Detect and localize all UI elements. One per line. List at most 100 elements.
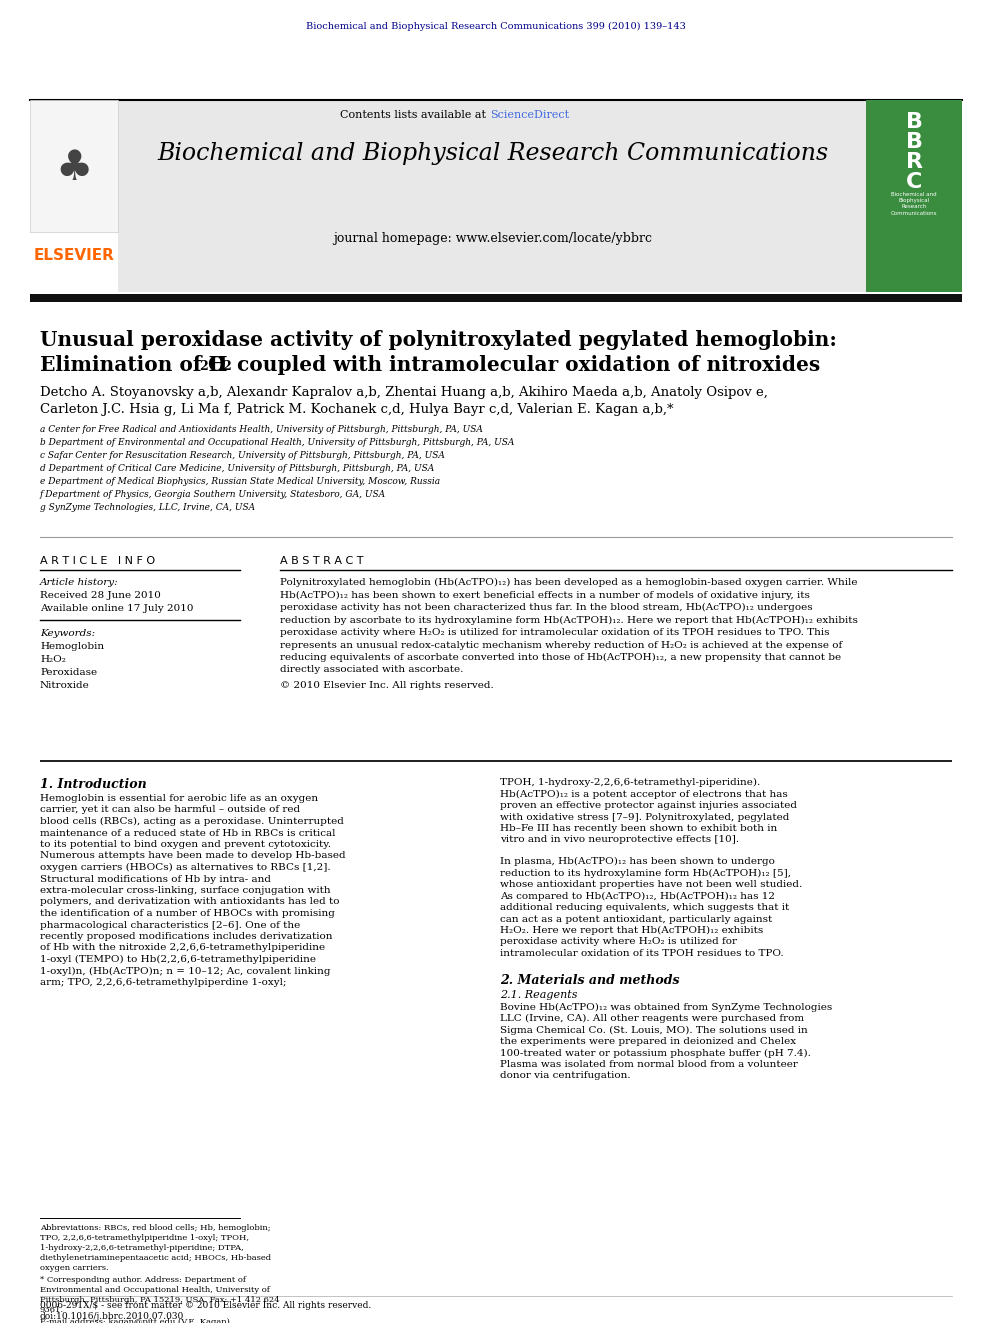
Text: reducing equivalents of ascorbate converted into those of Hb(AcTPOH)₁₂, a new pr: reducing equivalents of ascorbate conver… — [280, 654, 841, 662]
Text: A R T I C L E   I N F O: A R T I C L E I N F O — [40, 556, 155, 566]
Text: H₂O₂: H₂O₂ — [40, 655, 65, 664]
Text: d Department of Critical Care Medicine, University of Pittsburgh, Pittsburgh, PA: d Department of Critical Care Medicine, … — [40, 464, 434, 474]
Text: peroxidase activity has not been characterized thus far. In the blood stream, Hb: peroxidase activity has not been charact… — [280, 603, 812, 613]
Text: doi:10.1016/j.bbrc.2010.07.030: doi:10.1016/j.bbrc.2010.07.030 — [40, 1312, 185, 1320]
Text: maintenance of a reduced state of Hb in RBCs is critical: maintenance of a reduced state of Hb in … — [40, 828, 335, 837]
Text: 2: 2 — [222, 360, 231, 373]
Text: e Department of Medical Biophysics, Russian State Medical University, Moscow, Ru: e Department of Medical Biophysics, Russ… — [40, 478, 440, 486]
Text: Elimination of H: Elimination of H — [40, 355, 227, 374]
Text: ♣: ♣ — [56, 147, 92, 189]
Bar — [866, 101, 962, 292]
Text: B: B — [906, 132, 923, 152]
Text: peroxidase activity where H₂O₂ is utilized for: peroxidase activity where H₂O₂ is utiliz… — [500, 938, 737, 946]
Text: with oxidative stress [7–9]. Polynitroxylated, pegylated: with oxidative stress [7–9]. Polynitroxy… — [500, 812, 790, 822]
Text: Plasma was isolated from normal blood from a volunteer: Plasma was isolated from normal blood fr… — [500, 1060, 798, 1069]
Text: Abbreviations: RBCs, red blood cells; Hb, hemoglobin;: Abbreviations: RBCs, red blood cells; Hb… — [40, 1224, 271, 1232]
Text: © 2010 Elsevier Inc. All rights reserved.: © 2010 Elsevier Inc. All rights reserved… — [280, 681, 494, 691]
Text: Hemoglobin: Hemoglobin — [40, 642, 104, 651]
Text: Hemoglobin is essential for aerobic life as an oxygen: Hemoglobin is essential for aerobic life… — [40, 794, 318, 803]
Bar — [118, 101, 866, 292]
Text: Polynitroxylated hemoglobin (Hb(AcTPO)₁₂) has been developed as a hemoglobin-bas: Polynitroxylated hemoglobin (Hb(AcTPO)₁₂… — [280, 578, 857, 587]
Text: Peroxidase: Peroxidase — [40, 668, 97, 677]
Text: of Hb with the nitroxide 2,2,6,6-tetramethylpiperidine: of Hb with the nitroxide 2,2,6,6-tetrame… — [40, 943, 325, 953]
Text: 1-oxyl (TEMPO) to Hb(2,2,6,6-tetramethylpiperidine: 1-oxyl (TEMPO) to Hb(2,2,6,6-tetramethyl… — [40, 955, 316, 964]
Text: Bovine Hb(AcTPO)₁₂ was obtained from SynZyme Technologies: Bovine Hb(AcTPO)₁₂ was obtained from Syn… — [500, 1003, 832, 1012]
Text: carrier, yet it can also be harmful – outside of red: carrier, yet it can also be harmful – ou… — [40, 806, 301, 815]
Text: can act as a potent antioxidant, particularly against: can act as a potent antioxidant, particu… — [500, 914, 772, 923]
Text: Structural modifications of Hb by intra- and: Structural modifications of Hb by intra-… — [40, 875, 271, 884]
Text: LLC (Irvine, CA). All other reagents were purchased from: LLC (Irvine, CA). All other reagents wer… — [500, 1013, 805, 1023]
Text: Hb(AcTPO)₁₂ has been shown to exert beneficial effects in a number of models of : Hb(AcTPO)₁₂ has been shown to exert bene… — [280, 590, 809, 599]
Text: 1-hydroxy-2,2,6,6-tetramethyl-piperidine; DTPA,: 1-hydroxy-2,2,6,6-tetramethyl-piperidine… — [40, 1244, 244, 1252]
Text: TPO, 2,2,6,6-tetramethylpiperidine 1-oxyl; TPOH,: TPO, 2,2,6,6-tetramethylpiperidine 1-oxy… — [40, 1234, 249, 1242]
Text: Keywords:: Keywords: — [40, 628, 95, 638]
Text: oxygen carriers (HBOCs) as alternatives to RBCs [1,2].: oxygen carriers (HBOCs) as alternatives … — [40, 863, 330, 872]
Text: Biochemical and
Biophysical
Research
Communications: Biochemical and Biophysical Research Com… — [891, 192, 937, 216]
Text: Numerous attempts have been made to develop Hb-based: Numerous attempts have been made to deve… — [40, 852, 345, 860]
Text: coupled with intramolecular oxidation of nitroxides: coupled with intramolecular oxidation of… — [230, 355, 820, 374]
Text: Hb(AcTPO)₁₂ is a potent acceptor of electrons that has: Hb(AcTPO)₁₂ is a potent acceptor of elec… — [500, 790, 788, 799]
Text: Article history:: Article history: — [40, 578, 119, 587]
Text: recently proposed modifications includes derivatization: recently proposed modifications includes… — [40, 931, 332, 941]
Text: 0006-291X/$ - see front matter © 2010 Elsevier Inc. All rights reserved.: 0006-291X/$ - see front matter © 2010 El… — [40, 1301, 371, 1310]
Text: O: O — [207, 355, 224, 374]
Text: a Center for Free Radical and Antioxidants Health, University of Pittsburgh, Pit: a Center for Free Radical and Antioxidan… — [40, 425, 483, 434]
Text: g SynZyme Technologies, LLC, Irvine, CA, USA: g SynZyme Technologies, LLC, Irvine, CA,… — [40, 503, 255, 512]
Text: donor via centrifugation.: donor via centrifugation. — [500, 1072, 631, 1081]
Text: Nitroxide: Nitroxide — [40, 681, 89, 691]
Text: ELSEVIER: ELSEVIER — [34, 247, 114, 263]
Text: 9361.: 9361. — [40, 1306, 64, 1314]
Text: Biochemical and Biophysical Research Communications 399 (2010) 139–143: Biochemical and Biophysical Research Com… — [307, 22, 685, 32]
Bar — [40, 759, 952, 762]
Text: Received 28 June 2010: Received 28 June 2010 — [40, 591, 161, 601]
Text: B: B — [906, 112, 923, 132]
Text: c Safar Center for Resuscitation Research, University of Pittsburgh, Pittsburgh,: c Safar Center for Resuscitation Researc… — [40, 451, 444, 460]
Text: E-mail address: kagan@pitt.edu (V.E. Kagan).: E-mail address: kagan@pitt.edu (V.E. Kag… — [40, 1318, 232, 1323]
Text: to its potential to bind oxygen and prevent cytotoxicity.: to its potential to bind oxygen and prev… — [40, 840, 331, 849]
Text: 1-oxyl)n, (Hb(AcTPO)n; n = 10–12; Ac, covalent linking: 1-oxyl)n, (Hb(AcTPO)n; n = 10–12; Ac, co… — [40, 967, 330, 975]
Text: Environmental and Occupational Health, University of: Environmental and Occupational Health, U… — [40, 1286, 270, 1294]
Text: whose antioxidant properties have not been well studied.: whose antioxidant properties have not be… — [500, 880, 803, 889]
Text: Pittsburgh, Pittsburgh, PA 15219, USA. Fax: +1 412 624: Pittsburgh, Pittsburgh, PA 15219, USA. F… — [40, 1297, 280, 1304]
Text: the experiments were prepared in deionized and Chelex: the experiments were prepared in deioniz… — [500, 1037, 797, 1046]
Text: Available online 17 July 2010: Available online 17 July 2010 — [40, 605, 193, 613]
Text: Contents lists available at: Contents lists available at — [340, 110, 490, 120]
Text: Carleton J.C. Hsia g, Li Ma f, Patrick M. Kochanek c,d, Hulya Bayr c,d, Valerian: Carleton J.C. Hsia g, Li Ma f, Patrick M… — [40, 404, 674, 415]
Text: * Corresponding author. Address: Department of: * Corresponding author. Address: Departm… — [40, 1275, 246, 1285]
Text: H₂O₂. Here we report that Hb(AcTPOH)₁₂ exhibits: H₂O₂. Here we report that Hb(AcTPOH)₁₂ e… — [500, 926, 763, 935]
Text: Unusual peroxidase activity of polynitroxylated pegylated hemoglobin:: Unusual peroxidase activity of polynitro… — [40, 329, 837, 351]
Text: A B S T R A C T: A B S T R A C T — [280, 556, 363, 566]
Text: reduction by ascorbate to its hydroxylamine form Hb(AcTPOH)₁₂. Here we report th: reduction by ascorbate to its hydroxylam… — [280, 615, 858, 624]
Text: extra-molecular cross-linking, surface conjugation with: extra-molecular cross-linking, surface c… — [40, 886, 330, 894]
Text: blood cells (RBCs), acting as a peroxidase. Uninterrupted: blood cells (RBCs), acting as a peroxida… — [40, 818, 344, 826]
Text: diethylenetriaminepentaacetic acid; HBOCs, Hb-based: diethylenetriaminepentaacetic acid; HBOC… — [40, 1254, 271, 1262]
Text: vitro and in vivo neuroprotective effects [10].: vitro and in vivo neuroprotective effect… — [500, 836, 739, 844]
Text: proven an effective protector against injuries associated: proven an effective protector against in… — [500, 800, 797, 810]
Text: 2. Materials and methods: 2. Materials and methods — [500, 975, 680, 987]
Text: R: R — [906, 152, 923, 172]
Text: 1. Introduction: 1. Introduction — [40, 778, 147, 791]
Text: Hb–Fe III has recently been shown to exhibit both in: Hb–Fe III has recently been shown to exh… — [500, 824, 778, 833]
Bar — [30, 101, 118, 232]
Text: Detcho A. Stoyanovsky a,b, Alexandr Kapralov a,b, Zhentai Huang a,b, Akihiro Mae: Detcho A. Stoyanovsky a,b, Alexandr Kapr… — [40, 386, 768, 400]
Text: Sigma Chemical Co. (St. Louis, MO). The solutions used in: Sigma Chemical Co. (St. Louis, MO). The … — [500, 1025, 807, 1035]
Text: directly associated with ascorbate.: directly associated with ascorbate. — [280, 665, 463, 675]
Bar — [30, 294, 962, 302]
Text: C: C — [906, 172, 923, 192]
Text: 100-treated water or potassium phosphate buffer (pH 7.4).: 100-treated water or potassium phosphate… — [500, 1049, 810, 1057]
Text: represents an unusual redox-catalytic mechanism whereby reduction of H₂O₂ is ach: represents an unusual redox-catalytic me… — [280, 640, 842, 650]
Text: peroxidase activity where H₂O₂ is utilized for intramolecular oxidation of its T: peroxidase activity where H₂O₂ is utiliz… — [280, 628, 829, 636]
Text: pharmacological characteristics [2–6]. One of the: pharmacological characteristics [2–6]. O… — [40, 921, 301, 930]
Text: polymers, and derivatization with antioxidants has led to: polymers, and derivatization with antiox… — [40, 897, 339, 906]
Text: additional reducing equivalents, which suggests that it: additional reducing equivalents, which s… — [500, 904, 790, 912]
Text: journal homepage: www.elsevier.com/locate/ybbrc: journal homepage: www.elsevier.com/locat… — [333, 232, 653, 245]
Text: TPOH, 1-hydroxy-2,2,6,6-tetramethyl-piperidine).: TPOH, 1-hydroxy-2,2,6,6-tetramethyl-pipe… — [500, 778, 760, 787]
Text: Biochemical and Biophysical Research Communications: Biochemical and Biophysical Research Com… — [158, 142, 828, 165]
Text: oxygen carriers.: oxygen carriers. — [40, 1263, 109, 1271]
Text: intramolecular oxidation of its TPOH residues to TPO.: intramolecular oxidation of its TPOH res… — [500, 949, 784, 958]
Text: 2.1. Reagents: 2.1. Reagents — [500, 990, 577, 999]
Text: As compared to Hb(AcTPO)₁₂, Hb(AcTPOH)₁₂ has 12: As compared to Hb(AcTPO)₁₂, Hb(AcTPOH)₁₂… — [500, 892, 775, 901]
Text: 2: 2 — [199, 360, 207, 373]
Text: the identification of a number of HBOCs with promising: the identification of a number of HBOCs … — [40, 909, 335, 918]
Text: f Department of Physics, Georgia Southern University, Statesboro, GA, USA: f Department of Physics, Georgia Souther… — [40, 490, 386, 499]
